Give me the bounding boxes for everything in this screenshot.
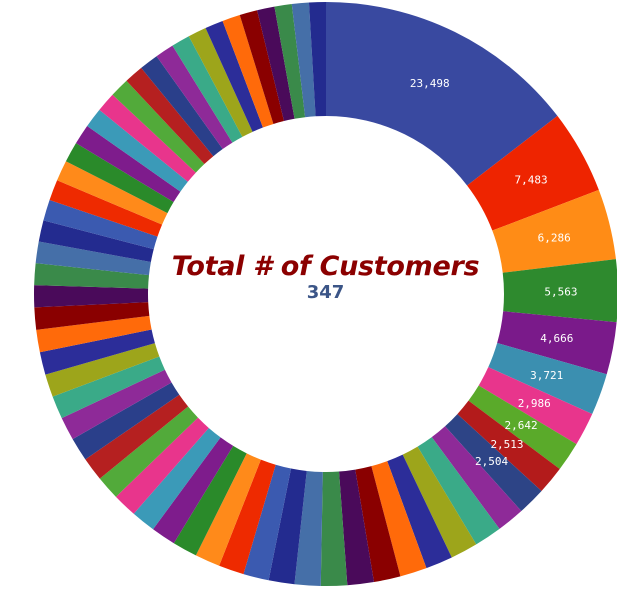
slice-label-7: 2,642 [505,419,538,432]
slice-54 [222,15,274,128]
slice-48 [126,67,214,165]
slice-52 [188,28,253,137]
slice-label-2: 6,286 [538,232,571,245]
slice-32 [45,343,160,397]
slice-49 [141,56,223,157]
slice-57 [274,4,306,119]
label-group: 23,498 7,483 6,286 5,563 4,666 3,721 2,986 2,64… [410,77,578,468]
slice-55 [239,10,284,124]
slice-42 [57,161,168,225]
slice-18 [294,470,323,586]
slice-label-9: 2,504 [475,455,508,468]
slice-16 [339,469,374,586]
slice-10 [431,426,522,529]
slice-27 [99,406,198,497]
slice-53 [205,20,263,132]
slice-4 [497,311,617,375]
slice-label-5: 3,721 [530,369,563,382]
slice-2 [492,189,616,273]
slice-35 [34,302,150,330]
slice-45 [87,109,188,192]
slice-26 [115,417,209,514]
slice-39 [38,220,154,263]
slice-40 [43,199,158,250]
slice-36 [34,285,149,308]
slice-5 [488,342,607,415]
slice-28 [85,394,189,479]
slice-22 [195,453,261,566]
slice-17 [320,471,348,586]
slice-1 [467,115,599,231]
slice-50 [156,45,233,150]
slice-58 [291,2,316,118]
slice-14 [371,461,427,577]
slice-0 [326,2,558,186]
slice-19 [268,468,307,585]
slice-44 [75,126,181,203]
slice-41 [49,180,163,237]
slice-56 [257,6,295,122]
slice-25 [133,427,221,530]
slice-47 [112,80,205,173]
slice-43 [65,143,174,214]
slice-label-0: 23,498 [410,77,450,90]
slice-3 [502,259,617,323]
slice-15 [355,466,401,583]
slice-51 [172,36,243,143]
slice-label-8: 2,513 [490,438,523,451]
slice-46 [99,94,196,182]
slice-13 [387,454,452,569]
slice-34 [36,315,152,353]
slice-label-3: 5,563 [544,285,577,298]
slice-24 [153,437,234,544]
slice-8 [457,400,560,492]
slice-37 [34,263,149,289]
slice-31 [52,356,165,419]
slice-9 [445,414,542,512]
slice-label-1: 7,483 [515,173,548,186]
slice-12 [402,446,477,558]
slice-38 [35,241,151,276]
slice-30 [61,369,172,440]
slice-group [34,2,617,586]
slice-6 [478,367,593,445]
slice-23 [173,445,247,556]
slice-29 [72,382,180,460]
slice-7 [468,385,577,470]
slice-20 [243,464,292,581]
slice-33 [39,329,155,375]
slice-59 [308,2,326,117]
slice-21 [219,459,276,575]
slice-11 [417,437,500,545]
slice-label-4: 4,666 [540,332,573,345]
slice-label-6: 2,986 [518,397,551,410]
